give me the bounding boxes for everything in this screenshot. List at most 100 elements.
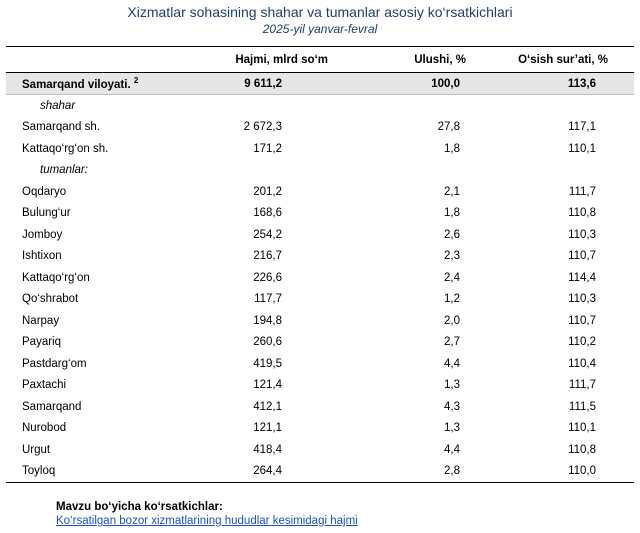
row-growth: 110,7 [568, 314, 596, 327]
row-share: 2,1 [444, 185, 460, 198]
total-volume: 9 611,2 [226, 72, 328, 95]
row-name: Payariq [22, 336, 61, 349]
row-name: Nurobod [22, 422, 67, 435]
row-volume: 264,4 [226, 460, 328, 483]
row-growth: 110,7 [568, 250, 596, 263]
column-header-name [6, 46, 226, 73]
row-volume: 121,1 [253, 422, 282, 435]
row-name: Toyloq [6, 460, 226, 483]
table-row: Jomboy 254,2 2,6 110,3 [6, 224, 634, 246]
row-volume: 254,2 [253, 228, 282, 241]
section-row-districts: tumanlar: [6, 160, 634, 182]
total-share: 100,0 [328, 72, 466, 95]
row-share: 2,3 [444, 250, 460, 263]
table-row-total: Samarqand viloyati. 2 9 611,2 100,0 113,… [6, 72, 634, 95]
row-share: 2,7 [444, 336, 460, 349]
row-name: Samarqand sh. [22, 121, 100, 134]
row-name: Bulung‘ur [22, 207, 71, 220]
footnote-marker: 2 [133, 76, 139, 86]
row-share: 2,8 [328, 460, 466, 483]
row-volume: 194,8 [253, 314, 282, 327]
related-indicators: Mavzu bo‘yicha ko‘rsatkichlar: Ko‘rsatil… [56, 500, 358, 528]
row-growth: 110,8 [568, 443, 596, 456]
row-share: 1,2 [444, 293, 460, 306]
row-name: Jomboy [22, 228, 63, 241]
row-name: Qo‘shrabot [22, 293, 79, 306]
row-growth: 110,3 [568, 228, 596, 241]
section-label-city: shahar [40, 99, 76, 112]
row-growth: 110,2 [568, 336, 596, 349]
row-name: Ishtixon [22, 250, 62, 263]
table-row: Qo‘shrabot 117,7 1,2 110,3 [6, 289, 634, 311]
table-row: Oqdaryo 201,2 2,1 111,7 [6, 181, 634, 203]
table-row: Kattaqo‘rg‘on 226,6 2,4 114,4 [6, 267, 634, 289]
table-row: Payariq 260,6 2,7 110,2 [6, 332, 634, 354]
row-volume: 171,2 [253, 142, 282, 155]
row-share: 1,8 [444, 142, 460, 155]
row-name: Samarqand [22, 400, 82, 413]
table-row: Toyloq 264,4 2,8 110,0 [6, 460, 634, 483]
related-indicator-link[interactable]: Ko‘rsatilgan bozor xizmatlarining hududl… [56, 515, 358, 527]
row-growth: 110,3 [568, 293, 596, 306]
row-name: Paxtachi [22, 379, 67, 392]
row-name: Kattaqo‘rg‘on sh. [22, 142, 109, 155]
column-header-share: Ulushi, % [328, 46, 466, 73]
row-volume: 260,6 [253, 336, 282, 349]
row-growth: 111,7 [568, 379, 596, 392]
row-volume: 419,5 [253, 357, 282, 370]
table-row: Urgut 418,4 4,4 110,8 [6, 439, 634, 461]
column-header-volume: Hajmi, mlrd so‘m [226, 46, 328, 73]
row-share: 4,3 [444, 400, 460, 413]
row-name: Pastdarg‘om [22, 357, 87, 370]
table-row: Narpay 194,8 2,0 110,7 [6, 310, 634, 332]
row-share: 2,0 [444, 314, 460, 327]
row-growth: 110,1 [568, 142, 596, 155]
row-share: 1,3 [444, 422, 460, 435]
table-row: Pastdarg‘om 419,5 4,4 110,4 [6, 353, 634, 375]
table-row: Nurobod 121,1 1,3 110,1 [6, 418, 634, 440]
row-growth: 110,0 [466, 460, 634, 483]
row-share: 4,4 [444, 357, 460, 370]
row-growth: 114,4 [568, 271, 596, 284]
row-name: Kattaqo‘rg‘on [22, 271, 90, 284]
row-volume: 216,7 [253, 250, 282, 263]
indicators-table: Hajmi, mlrd so‘m Ulushi, % O‘sish sur’at… [6, 46, 634, 483]
row-name: Narpay [22, 314, 60, 327]
row-share: 2,4 [444, 271, 460, 284]
row-share: 1,8 [444, 207, 460, 220]
row-volume: 121,4 [253, 379, 282, 392]
row-volume: 226,6 [253, 271, 282, 284]
total-name-cell: Samarqand viloyati. 2 [6, 72, 226, 95]
row-growth: 110,1 [568, 422, 596, 435]
row-growth: 111,7 [568, 185, 596, 198]
row-growth: 111,5 [568, 400, 596, 413]
table-row: Bulung‘ur 168,6 1,8 110,8 [6, 203, 634, 225]
row-volume: 2 672,3 [243, 121, 282, 134]
row-name: Oqdaryo [22, 185, 67, 198]
row-share: 1,3 [444, 379, 460, 392]
page-title: Xizmatlar sohasining shahar va tumanlar … [127, 4, 513, 20]
row-share: 2,6 [444, 228, 460, 241]
row-growth: 117,1 [568, 121, 596, 134]
row-volume: 418,4 [253, 443, 282, 456]
section-label-districts: tumanlar: [40, 164, 88, 177]
table-row: Paxtachi 121,4 1,3 111,7 [6, 375, 634, 397]
column-header-growth: O‘sish sur’ati, % [466, 46, 634, 73]
row-share: 4,4 [444, 443, 460, 456]
section-row-city: shahar [6, 95, 634, 117]
row-volume: 412,1 [253, 400, 282, 413]
table-row: Samarqand 412,1 4,3 111,5 [6, 396, 634, 418]
total-name: Samarqand viloyati. [22, 78, 131, 91]
row-volume: 117,7 [254, 293, 282, 306]
row-volume: 201,2 [253, 185, 282, 198]
table-row: Samarqand sh. 2 672,3 27,8 117,1 [6, 117, 634, 139]
row-name: Urgut [22, 443, 51, 456]
row-growth: 110,8 [568, 207, 596, 220]
table-row: Ishtixon 216,7 2,3 110,7 [6, 246, 634, 268]
page-subtitle: 2025-yil yanvar-fevral [262, 22, 378, 36]
table-header-row: Hajmi, mlrd so‘m Ulushi, % O‘sish sur’at… [6, 46, 634, 73]
table-row: Kattaqo‘rg‘on sh. 171,2 1,8 110,1 [6, 138, 634, 160]
total-growth: 113,6 [466, 72, 634, 95]
related-indicators-title: Mavzu bo‘yicha ko‘rsatkichlar: [56, 501, 223, 513]
row-growth: 110,4 [568, 357, 596, 370]
